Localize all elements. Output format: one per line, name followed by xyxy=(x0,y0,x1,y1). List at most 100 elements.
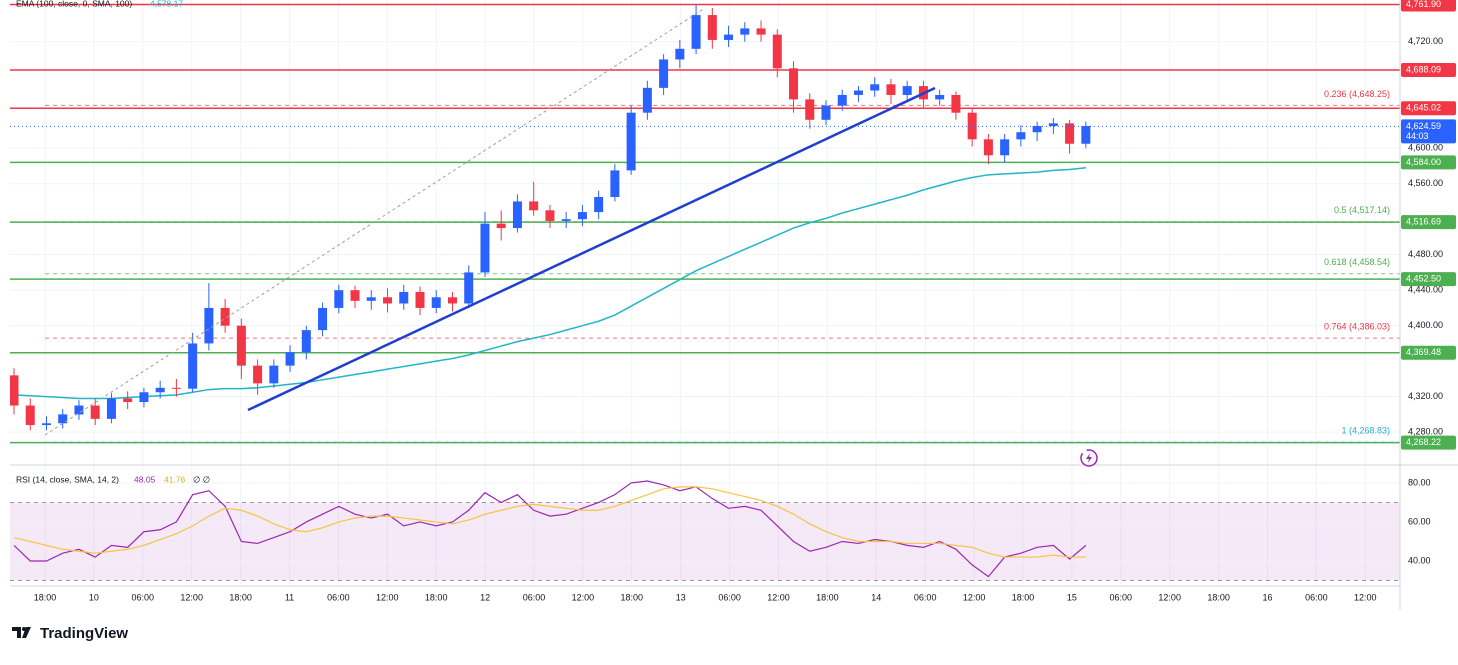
candle-body xyxy=(577,212,587,220)
x-tick-label: 06:00 xyxy=(1110,592,1133,602)
x-tick-label: 12 xyxy=(480,592,490,602)
x-tick-label: 11 xyxy=(285,592,294,602)
x-tick-label: 06:00 xyxy=(327,592,350,602)
x-tick-label: 06:00 xyxy=(718,592,741,602)
fib-label: 0.764 (4,386.03) xyxy=(1324,321,1390,331)
x-tick-label: 16 xyxy=(1262,592,1272,602)
x-tick-label: 12:00 xyxy=(180,592,203,602)
x-tick-label: 13 xyxy=(676,592,686,602)
candle-body xyxy=(1048,123,1058,127)
level-tag xyxy=(1401,101,1456,116)
candle-body xyxy=(41,423,51,426)
x-tick-label: 18:00 xyxy=(621,592,644,602)
candle-body xyxy=(447,297,457,304)
x-tick-label: 18:00 xyxy=(425,592,448,602)
candle-body xyxy=(269,365,279,384)
ema-legend-value: 4,578.17 xyxy=(150,0,183,8)
candle-body xyxy=(740,28,750,35)
candle-body xyxy=(285,352,295,366)
candle-body xyxy=(9,375,19,406)
rsi-band xyxy=(10,502,1400,581)
level-tag xyxy=(1401,435,1456,450)
candle-body xyxy=(366,297,376,301)
candle-body xyxy=(431,297,441,308)
candle-body xyxy=(512,201,522,229)
candle-body xyxy=(106,398,116,419)
x-tick-label: 18:00 xyxy=(1012,592,1035,602)
brand-logo xyxy=(12,627,31,638)
candle-body xyxy=(610,170,620,198)
candle-body xyxy=(886,84,896,95)
candle-body xyxy=(464,272,474,304)
x-tick-label: 18:00 xyxy=(1207,592,1230,602)
candle-body xyxy=(399,291,409,304)
x-tick-label: 12:00 xyxy=(1158,592,1181,602)
candle-body xyxy=(171,387,181,389)
candle-body xyxy=(935,94,945,100)
candle-body xyxy=(90,405,100,419)
candle-body xyxy=(642,87,652,113)
candle-body xyxy=(1032,126,1042,133)
candle-body xyxy=(220,307,230,326)
candle-body xyxy=(334,290,344,308)
candle-body xyxy=(707,15,717,40)
fib-label: 0.5 (4,517.14) xyxy=(1334,205,1390,215)
y-tick-label: 4,440.00 xyxy=(1408,285,1443,295)
candle-body xyxy=(188,343,198,389)
candle-body xyxy=(204,307,214,344)
candle-body xyxy=(301,330,311,353)
candle-body xyxy=(1065,123,1075,144)
level-tag xyxy=(1401,345,1456,360)
x-tick-label: 12:00 xyxy=(376,592,399,602)
candle-body xyxy=(236,325,246,366)
candle-body xyxy=(123,398,133,402)
candle-body xyxy=(789,68,799,100)
candle-body xyxy=(253,365,263,384)
x-tick-label: 14 xyxy=(871,592,881,602)
rsi-tick-label: 40.00 xyxy=(1408,555,1431,565)
candle-body xyxy=(675,48,685,60)
level-label: 4,369.48 xyxy=(1406,347,1441,357)
level-tag xyxy=(1401,0,1456,12)
candle-body xyxy=(529,201,539,211)
candle-body xyxy=(480,223,490,273)
countdown-label: 44:03 xyxy=(1406,131,1429,141)
y-tick-label: 4,560.00 xyxy=(1408,178,1443,188)
x-tick-label: 06:00 xyxy=(523,592,546,602)
candle-body xyxy=(496,223,506,229)
candle-body xyxy=(25,405,35,426)
candle-body xyxy=(383,297,393,304)
rsi-legend-value: 48.05 xyxy=(134,474,156,484)
y-tick-label: 4,600.00 xyxy=(1408,143,1443,153)
x-tick-label: 18:00 xyxy=(816,592,839,602)
candle-body xyxy=(951,94,961,113)
level-tag xyxy=(1401,215,1456,230)
candle-body xyxy=(1000,139,1010,156)
level-label: 4,761.90 xyxy=(1406,0,1441,9)
candle-body xyxy=(155,387,165,393)
y-tick-label: 4,400.00 xyxy=(1408,320,1443,330)
candle-body xyxy=(659,59,669,88)
rsi-legend-extra: ∅ ∅ xyxy=(193,474,211,484)
replay-icon[interactable] xyxy=(1080,449,1098,467)
candle-body xyxy=(415,291,425,308)
candle-body xyxy=(139,392,149,402)
candle-body xyxy=(74,405,84,415)
y-tick-label: 4,280.00 xyxy=(1408,427,1443,437)
rsi-tick-label: 80.00 xyxy=(1408,477,1431,487)
fib-label: 0.618 (4,458.54) xyxy=(1324,257,1390,267)
x-tick-label: 12:00 xyxy=(572,592,595,602)
candle-body xyxy=(691,15,701,49)
candle-body xyxy=(870,84,880,91)
candle-body xyxy=(626,112,636,171)
rsi-ma-line xyxy=(13,486,1086,558)
x-tick-label: 06:00 xyxy=(914,592,937,602)
y-tick-label: 4,720.00 xyxy=(1408,36,1443,46)
current-price-label: 4,624.59 xyxy=(1406,121,1441,131)
brand-name: TradingView xyxy=(40,625,128,642)
level-label: 4,584.00 xyxy=(1406,157,1441,167)
level-label: 4,452.50 xyxy=(1406,273,1441,283)
y-tick-label: 4,320.00 xyxy=(1408,391,1443,401)
candle-body xyxy=(724,34,734,40)
candle-body xyxy=(594,197,604,213)
